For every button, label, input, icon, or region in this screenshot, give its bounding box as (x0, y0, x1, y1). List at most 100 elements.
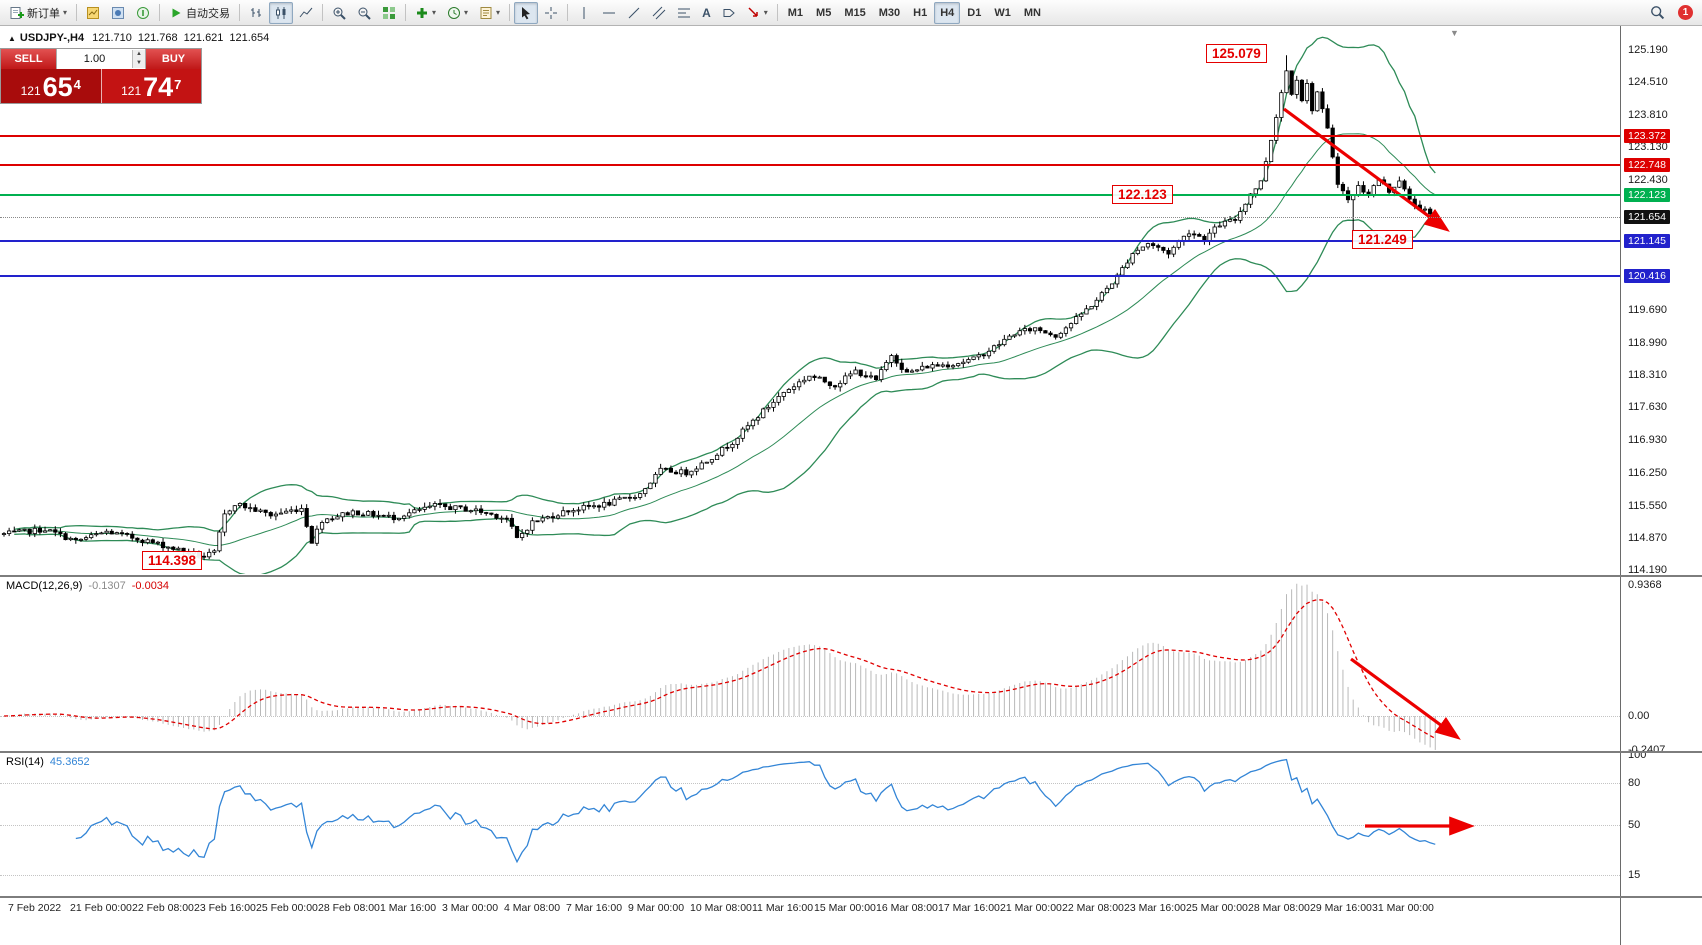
time-axis-label: 22 Feb 08:00 (132, 902, 194, 914)
text-label-button[interactable] (717, 2, 741, 24)
chevron-down-icon: ▾ (464, 7, 469, 17)
chart-shift-marker[interactable]: ▼ (1450, 28, 1459, 38)
bar-chart-button[interactable] (244, 2, 268, 24)
new-order-button[interactable]: 新订单 ▾ (5, 2, 72, 24)
time-axis-label: 25 Feb 00:00 (256, 902, 318, 914)
zoom-out-button[interactable] (352, 2, 376, 24)
toolbar-separator (239, 4, 241, 21)
trendline-button[interactable] (622, 2, 646, 24)
macd-main-value: -0.1307 (88, 580, 126, 592)
search-icon (1651, 6, 1665, 20)
price-tick-label: 114.870 (1628, 532, 1667, 544)
timeframe-group: M1 M5 M15 M30 H1 H4 D1 W1 MN (782, 1, 1047, 24)
zoom-in-button[interactable] (327, 2, 351, 24)
price-tick-label: 117.630 (1628, 401, 1667, 413)
time-axis-label: 1 Mar 16:00 (380, 902, 437, 914)
bid-price-line (0, 217, 1620, 218)
panel-separator[interactable] (0, 575, 1702, 577)
time-axis-label: 28 Feb 08:00 (318, 902, 380, 914)
sell-price-point: 4 (73, 77, 81, 92)
timeframe-button[interactable]: M1 (787, 6, 804, 19)
macd-name: MACD(12,26,9) (6, 580, 83, 592)
market-watch-button[interactable] (81, 2, 105, 24)
time-axis[interactable]: 7 Feb 2022 21 Feb 00:00 22 Feb 08:00 23 Feb… (0, 898, 1620, 922)
toolbar-separator (159, 4, 161, 21)
arrows-tool-button[interactable]: ▾ (742, 2, 773, 24)
price-tick-label: 123.810 (1628, 109, 1668, 121)
timeframe-button[interactable]: M5 (816, 6, 832, 19)
volume-input[interactable]: 1.00 ▲ ▼ (56, 49, 146, 69)
symbol-ohlc-bar: ▲ USDJPY-,H4 121.710 121.768 121.621 121.654 (8, 32, 275, 44)
symbol-name: USDJPY-,H4 (19, 32, 85, 44)
macd-signal-value: -0.0034 (131, 580, 170, 592)
rsi-tick-label: 80 (1628, 777, 1641, 789)
toolbar-separator (322, 4, 324, 21)
toolbar-right-group: 1 (1645, 2, 1697, 24)
periods-button[interactable]: ▾ (442, 2, 473, 24)
timeframe-button[interactable]: M15 (844, 6, 866, 19)
time-axis-label: 23 Feb 16:00 (194, 902, 256, 914)
line-chart-button[interactable] (294, 2, 318, 24)
time-axis-label: 7 Mar 16:00 (566, 902, 623, 914)
price-annotation-box[interactable]: 125.079 (1206, 44, 1267, 63)
buy-price-button[interactable]: 121 74 7 (101, 69, 201, 103)
price-annotation-box[interactable]: 121.249 (1352, 230, 1413, 249)
templates-button[interactable]: ▾ (474, 2, 505, 24)
volume-down-button[interactable]: ▼ (133, 59, 145, 68)
timeframe-button[interactable]: D1 (967, 6, 982, 19)
rsi-tick-label: 50 (1628, 819, 1641, 831)
crosshair-button[interactable] (539, 2, 563, 24)
timeframe-button[interactable]: H4 (934, 1, 961, 24)
horizontal-level-line[interactable] (0, 164, 1620, 166)
panel-separator[interactable] (0, 896, 1702, 898)
text-button[interactable]: A (697, 2, 716, 24)
cursor-button[interactable] (514, 1, 539, 24)
timeframe-button[interactable]: H1 (913, 6, 928, 19)
indicators-button[interactable]: ▾ (410, 2, 441, 24)
search-button[interactable] (1645, 2, 1670, 24)
timeframe-button[interactable]: M30 (878, 6, 901, 19)
fibonacci-button[interactable] (672, 2, 696, 24)
chevron-down-icon: ▾ (763, 7, 768, 17)
terminal-button[interactable] (131, 2, 155, 24)
horizontal-level-line[interactable] (0, 240, 1620, 242)
panel-separator[interactable] (0, 751, 1702, 753)
timeframe-button[interactable]: MN (1023, 6, 1041, 19)
cursor-icon (522, 6, 531, 19)
candlestick-chart-button[interactable] (269, 1, 294, 24)
notification-badge[interactable]: 1 (1678, 5, 1693, 20)
chevron-down-icon: ▾ (496, 7, 501, 17)
crosshair-icon (545, 6, 558, 19)
tile-windows-button[interactable] (377, 2, 401, 24)
zoom-in-icon (333, 7, 346, 20)
price-scale[interactable]: 125.190 124.510 123.810 123.130 122.430 119.6… (1620, 0, 1702, 945)
horizontal-level-line[interactable] (0, 275, 1620, 277)
price-tick-label: 114.190 (1628, 564, 1667, 576)
one-click-trading-panel: SELL 1.00 ▲ ▼ BUY 121 65 4 121 74 7 (0, 48, 202, 104)
volume-up-button[interactable]: ▲ (133, 50, 145, 59)
clock-icon (448, 6, 461, 19)
price-tick-label: 125.190 (1628, 44, 1668, 56)
timeframe-button[interactable]: W1 (994, 6, 1011, 19)
time-axis-label: 7 Feb 2022 (8, 902, 62, 914)
horizontal-line-button[interactable] (597, 2, 621, 24)
auto-trading-button[interactable]: 自动交易 (164, 2, 235, 24)
price-level-badge: 121.654 (1624, 210, 1670, 224)
sell-price-button[interactable]: 121 65 4 (1, 69, 102, 103)
channel-button[interactable] (647, 2, 671, 24)
zoom-out-icon (358, 7, 371, 20)
time-axis-label: 22 Mar 08:00 (1062, 902, 1124, 914)
horizontal-level-line[interactable] (0, 194, 1620, 196)
horizontal-level-line[interactable] (0, 135, 1620, 137)
price-tick-label: 124.510 (1628, 76, 1668, 88)
vertical-line-button[interactable] (572, 2, 596, 24)
ohlc-low: 121.621 (183, 32, 224, 44)
sell-button[interactable]: SELL (1, 49, 56, 69)
buy-button[interactable]: BUY (146, 49, 201, 69)
price-annotation-box[interactable]: 122.123 (1112, 185, 1173, 204)
navigator-button[interactable] (106, 2, 130, 24)
price-annotation-box[interactable]: 114.398 (142, 551, 203, 570)
time-axis-label: 17 Mar 16:00 (938, 902, 1000, 914)
ohlc-close: 121.654 (229, 32, 270, 44)
